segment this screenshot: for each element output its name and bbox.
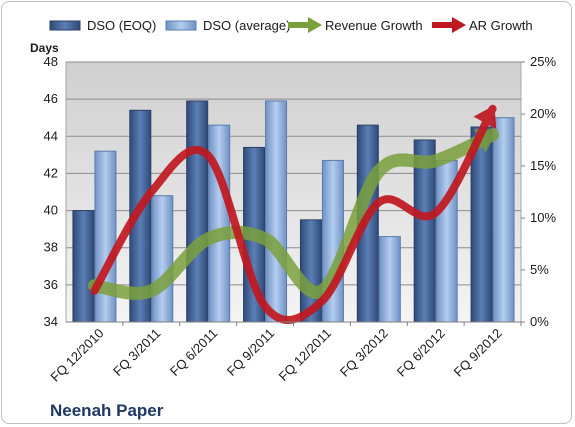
x-tick-label: FQ 6/2012 — [394, 326, 448, 380]
legend-swatch — [165, 20, 197, 31]
bar-dso-eoq — [72, 210, 95, 323]
ar-growth-arrowhead — [473, 105, 497, 130]
bar-dso-average — [378, 236, 401, 323]
legend-arrow-icon — [308, 17, 322, 33]
bar-dso-eoq — [186, 100, 209, 323]
x-tick-label: FQ 9/2012 — [451, 326, 505, 380]
ar-growth-series — [90, 104, 497, 324]
x-tick-label: FQ 3/2012 — [337, 326, 391, 380]
y-tick-label: 40 — [44, 203, 58, 218]
bar-dso-average — [265, 100, 288, 323]
y2-tick-label: 20% — [530, 106, 556, 121]
y2-tick-label: 10% — [530, 210, 556, 225]
y2-tick-label: 15% — [530, 158, 556, 173]
legend-swatch — [49, 20, 81, 31]
y-tick-label: 46 — [44, 91, 58, 106]
legend-item: AR Growth — [432, 17, 533, 33]
legend-label: DSO (average) — [203, 18, 290, 33]
y-tick-label: 42 — [44, 165, 58, 180]
bar-dso-average — [151, 195, 174, 323]
y-axis-title: Days — [30, 41, 59, 55]
x-tick-label: FQ 12/2010 — [47, 326, 106, 385]
y-tick-label: 38 — [44, 240, 58, 255]
legend-label: DSO (EOQ) — [87, 18, 156, 33]
legend-item: Revenue Growth — [288, 17, 423, 33]
legend-item: DSO (average) — [165, 18, 290, 33]
y-tick-label: 48 — [44, 54, 58, 69]
y2-tick-label: 0% — [530, 314, 549, 329]
x-tick-label: FQ 3/2011 — [110, 326, 163, 379]
company-name: Neenah Paper — [50, 401, 164, 420]
x-tick-label: FQ 9/2011 — [224, 326, 277, 379]
y-tick-label: 34 — [44, 314, 58, 329]
bar-dso-average — [492, 117, 515, 323]
y-tick-label: 36 — [44, 277, 58, 292]
legend-arrow-icon — [452, 17, 466, 33]
legend: DSO (EOQ) DSO (average) Revenue Growth AR G… — [49, 17, 533, 33]
x-tick-label: FQ 6/2011 — [167, 326, 220, 379]
y-tick-label: 44 — [44, 128, 58, 143]
y2-tick-label: 5% — [530, 262, 549, 277]
legend-item: DSO (EOQ) — [49, 18, 156, 33]
x-tick-label: FQ 12/2011 — [276, 326, 334, 384]
legend-label: Revenue Growth — [325, 18, 423, 33]
y2-tick-label: 25% — [530, 54, 556, 69]
ar-growth-line — [90, 104, 497, 324]
growth-lines — [87, 104, 500, 324]
legend-label: AR Growth — [469, 18, 533, 33]
revenue-growth-line — [87, 128, 500, 300]
